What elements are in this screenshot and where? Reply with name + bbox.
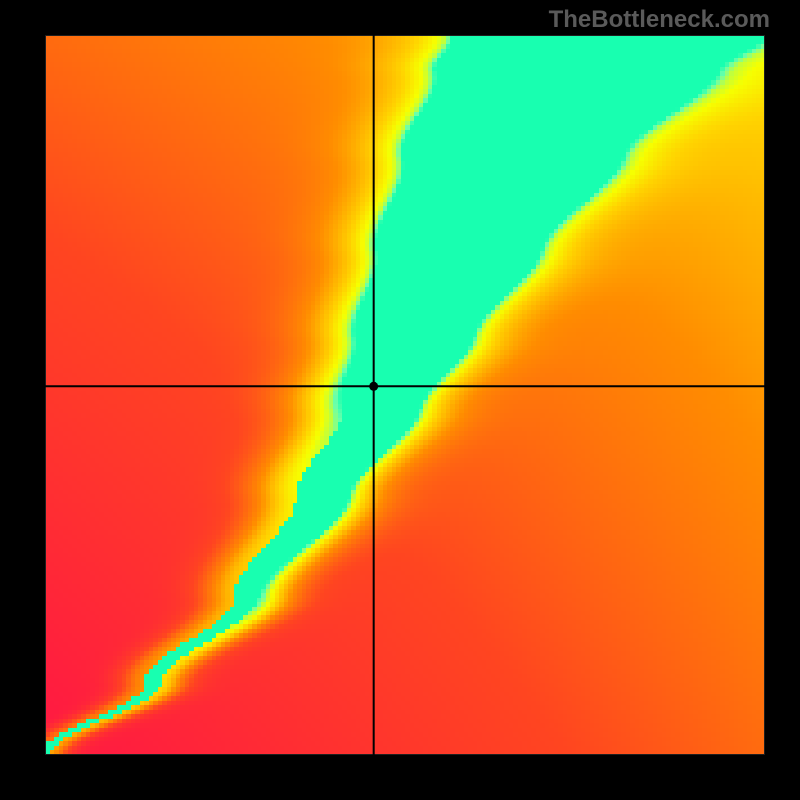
heatmap-canvas	[0, 0, 800, 800]
chart-stage: TheBottleneck.com	[0, 0, 800, 800]
watermark-text: TheBottleneck.com	[549, 6, 770, 34]
